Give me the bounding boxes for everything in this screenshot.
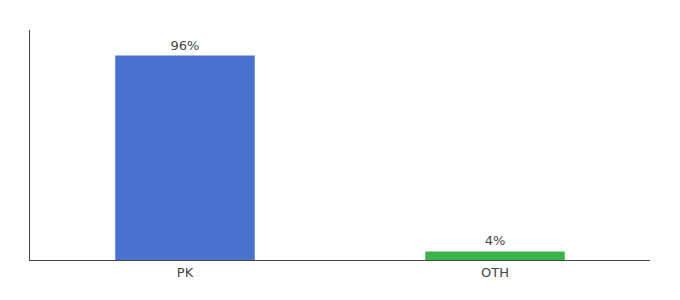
svg-text:4%: 4% (485, 233, 506, 248)
svg-text:OTH: OTH (481, 265, 509, 280)
svg-text:96%: 96% (171, 38, 200, 53)
svg-text:PK: PK (177, 265, 194, 280)
